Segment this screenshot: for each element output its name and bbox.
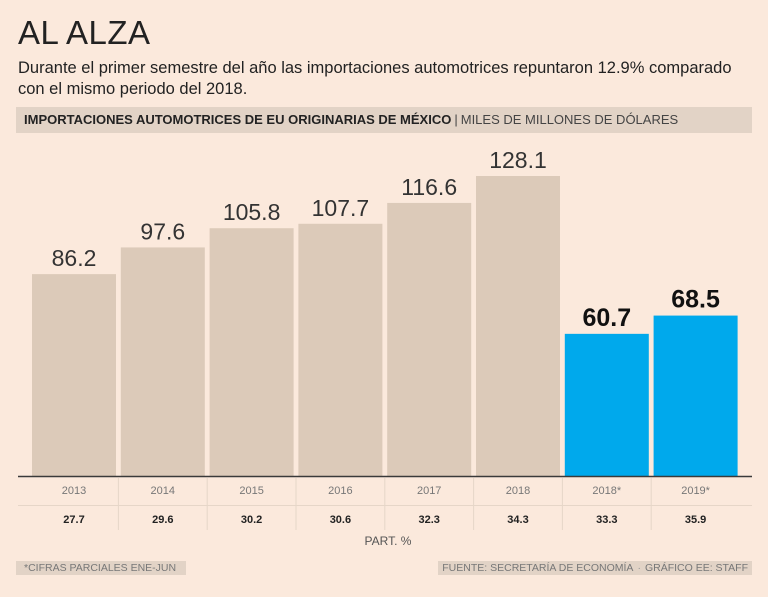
value-label-2019*: 68.5 [671, 286, 720, 314]
participation-value: 29.6 [152, 514, 173, 526]
chart-subtitle: Durante el primer semestre del año las i… [18, 59, 732, 98]
source-text: FUENTE: SECRETARÍA DE ECONOMÍA [442, 562, 634, 574]
value-label-2015: 105.8 [223, 199, 281, 225]
bar-2013 [32, 274, 116, 476]
participation-value: 30.2 [241, 514, 262, 526]
value-label-2017: 116.6 [401, 174, 457, 200]
participation-value: 32.3 [418, 514, 439, 526]
bar-2019* [653, 315, 738, 476]
bar-series: 86.2 97.6 105.8 107.7 116.6 128.1 60.7 68.5 [32, 147, 738, 477]
bar-2017 [387, 202, 472, 477]
participation-label: PART. % [365, 534, 412, 548]
x-tick-label: 2018 [506, 485, 530, 497]
footnote: *CIFRAS PARCIALES ENE-JUN [16, 561, 186, 575]
participation-row: 27.7 29.6 30.2 30.6 32.3 34.3 33.3 35.9 [18, 478, 752, 530]
participation-value: 33.3 [596, 514, 617, 526]
chart-title: IMPORTACIONES AUTOMOTRICES DE EU ORIGINA… [24, 112, 452, 127]
x-axis-ticks: 2013 2014 2015 2016 2017 2018 2018* 2019* [62, 485, 711, 497]
participation-value: 30.6 [330, 514, 351, 526]
value-label-2018*: 60.7 [582, 304, 631, 332]
bar-2015 [209, 228, 294, 476]
participation-value: 27.7 [63, 514, 84, 526]
x-tick-label: 2016 [328, 485, 352, 497]
x-tick-label: 2014 [151, 485, 175, 497]
participation-value: 34.3 [507, 514, 528, 526]
value-label-2013: 86.2 [52, 245, 97, 271]
chart-header-band: IMPORTACIONES AUTOMOTRICES DE EU ORIGINA… [16, 107, 752, 133]
x-tick-label: 2018* [592, 485, 621, 497]
value-label-2016: 107.7 [312, 195, 370, 221]
participation-value: 35.9 [685, 514, 706, 526]
footer-separator-dot: · [637, 562, 641, 574]
bar-2016 [298, 223, 383, 476]
value-label-2018: 128.1 [489, 147, 547, 173]
bar-2018 [476, 176, 560, 476]
header-separator: | [454, 112, 458, 127]
x-tick-label: 2015 [239, 485, 263, 497]
x-tick-label: 2017 [417, 485, 441, 497]
value-label-2014: 97.6 [140, 218, 185, 244]
credit-text: GRÁFICO EE: STAFF [644, 562, 748, 574]
chart-unit-label: MILES DE MILLONES DE DÓLARES [460, 112, 679, 127]
source-credit: FUENTE: SECRETARÍA DE ECONOMÍA · GRÁFICO E… [438, 561, 752, 575]
bar-2018* [564, 333, 649, 476]
x-tick-label: 2019* [681, 485, 710, 497]
x-tick-label: 2013 [62, 485, 86, 497]
chart-main-title: AL ALZA [18, 14, 151, 51]
bar-2014 [120, 247, 205, 476]
